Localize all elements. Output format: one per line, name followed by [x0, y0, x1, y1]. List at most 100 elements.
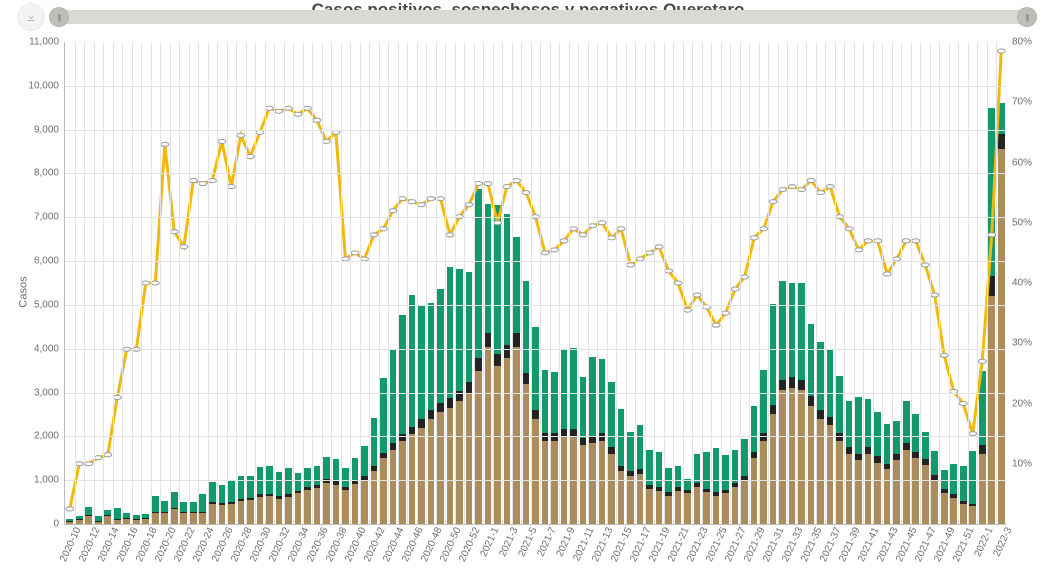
bar[interactable] — [398, 42, 408, 524]
bar[interactable] — [578, 42, 588, 524]
bar[interactable] — [559, 42, 569, 524]
range-slider-handle-right[interactable]: || — [1018, 8, 1036, 26]
bar[interactable] — [75, 42, 85, 524]
bar[interactable] — [512, 42, 522, 524]
bar[interactable] — [597, 42, 607, 524]
bar[interactable] — [949, 42, 959, 524]
bar[interactable] — [645, 42, 655, 524]
bar[interactable] — [740, 42, 750, 524]
bar[interactable] — [616, 42, 626, 524]
bar[interactable] — [265, 42, 275, 524]
bar[interactable] — [208, 42, 218, 524]
bar[interactable] — [303, 42, 313, 524]
bar[interactable] — [816, 42, 826, 524]
bar[interactable] — [806, 42, 816, 524]
bar[interactable] — [835, 42, 845, 524]
bar[interactable] — [322, 42, 332, 524]
bar[interactable] — [521, 42, 531, 524]
bar[interactable] — [911, 42, 921, 524]
bar[interactable] — [94, 42, 104, 524]
bar[interactable] — [968, 42, 978, 524]
bar[interactable] — [531, 42, 541, 524]
bar[interactable] — [721, 42, 731, 524]
bar[interactable] — [502, 42, 512, 524]
bar[interactable] — [654, 42, 664, 524]
download-button[interactable] — [18, 4, 44, 30]
bar[interactable] — [198, 42, 208, 524]
bar[interactable] — [312, 42, 322, 524]
bar[interactable] — [331, 42, 341, 524]
bar[interactable] — [360, 42, 370, 524]
bar[interactable] — [284, 42, 294, 524]
bar[interactable] — [854, 42, 864, 524]
bar[interactable] — [930, 42, 940, 524]
bar[interactable] — [626, 42, 636, 524]
bar[interactable] — [464, 42, 474, 524]
bar[interactable] — [683, 42, 693, 524]
bar[interactable] — [255, 42, 265, 524]
bar[interactable] — [844, 42, 854, 524]
bar[interactable] — [550, 42, 560, 524]
bar[interactable] — [569, 42, 579, 524]
bar[interactable] — [873, 42, 883, 524]
bar[interactable] — [388, 42, 398, 524]
bar[interactable] — [702, 42, 712, 524]
bar[interactable] — [369, 42, 379, 524]
bar[interactable] — [350, 42, 360, 524]
bar[interactable] — [170, 42, 180, 524]
bar[interactable] — [958, 42, 968, 524]
bar[interactable] — [664, 42, 674, 524]
bar[interactable] — [692, 42, 702, 524]
bar[interactable] — [141, 42, 151, 524]
bar[interactable] — [787, 42, 797, 524]
bar[interactable] — [341, 42, 351, 524]
bar[interactable] — [749, 42, 759, 524]
bar[interactable] — [730, 42, 740, 524]
bar[interactable] — [179, 42, 189, 524]
bar[interactable] — [797, 42, 807, 524]
bar[interactable] — [920, 42, 930, 524]
bar[interactable] — [778, 42, 788, 524]
bar[interactable] — [939, 42, 949, 524]
bar[interactable] — [293, 42, 303, 524]
range-slider-handle-left[interactable]: || — [50, 8, 68, 26]
bar[interactable] — [588, 42, 598, 524]
bar[interactable] — [246, 42, 256, 524]
bar[interactable] — [892, 42, 902, 524]
bar[interactable] — [417, 42, 427, 524]
bar[interactable] — [607, 42, 617, 524]
bar[interactable] — [236, 42, 246, 524]
bar[interactable] — [189, 42, 199, 524]
bar[interactable] — [455, 42, 465, 524]
bar[interactable] — [122, 42, 132, 524]
bar[interactable] — [825, 42, 835, 524]
bar[interactable] — [103, 42, 113, 524]
bar[interactable] — [113, 42, 123, 524]
bar[interactable] — [379, 42, 389, 524]
bar[interactable] — [426, 42, 436, 524]
bar[interactable] — [768, 42, 778, 524]
bar[interactable] — [987, 42, 997, 524]
range-slider[interactable]: || || — [54, 10, 1032, 24]
bar[interactable] — [901, 42, 911, 524]
bar[interactable] — [474, 42, 484, 524]
bar[interactable] — [996, 42, 1006, 524]
bar[interactable] — [540, 42, 550, 524]
bar[interactable] — [635, 42, 645, 524]
bar[interactable] — [407, 42, 417, 524]
bar[interactable] — [977, 42, 987, 524]
bar[interactable] — [151, 42, 161, 524]
bar[interactable] — [274, 42, 284, 524]
bar[interactable] — [759, 42, 769, 524]
bar[interactable] — [65, 42, 75, 524]
bar[interactable] — [863, 42, 873, 524]
bar[interactable] — [882, 42, 892, 524]
bar[interactable] — [227, 42, 237, 524]
bar[interactable] — [217, 42, 227, 524]
bar[interactable] — [673, 42, 683, 524]
bar[interactable] — [132, 42, 142, 524]
bar[interactable] — [445, 42, 455, 524]
bar[interactable] — [483, 42, 493, 524]
bar[interactable] — [493, 42, 503, 524]
bar[interactable] — [436, 42, 446, 524]
